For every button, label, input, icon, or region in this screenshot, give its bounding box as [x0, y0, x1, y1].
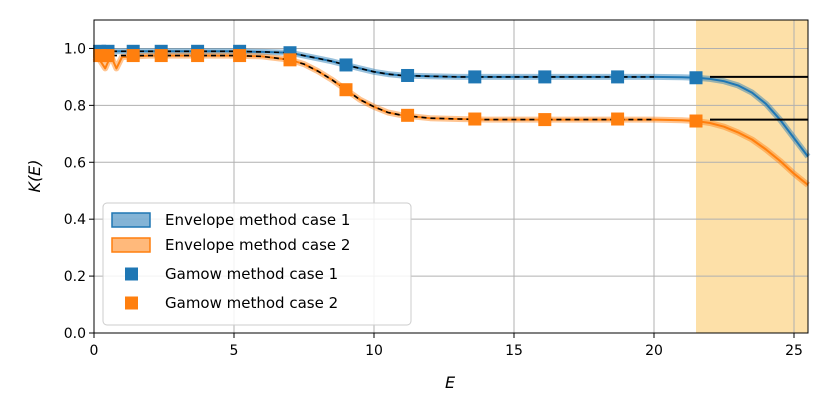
- x-tick-label: 20: [645, 343, 663, 359]
- x-tick-label: 0: [90, 343, 99, 359]
- gamow-marker: [283, 53, 297, 67]
- y-tick-label: 0.2: [64, 269, 86, 285]
- shaded-region-layer: [696, 20, 808, 333]
- x-tick-label: 25: [785, 343, 803, 359]
- gamow-marker: [538, 113, 552, 127]
- gamow-marker: [101, 49, 115, 63]
- gamow-marker: [191, 49, 205, 63]
- gamow-marker: [468, 70, 482, 84]
- x-tick-label: 5: [230, 343, 239, 359]
- gamow-marker: [339, 83, 353, 97]
- gamow-marker: [401, 108, 415, 122]
- gamow-marker: [538, 70, 552, 84]
- y-tick-label: 0.0: [64, 326, 86, 342]
- y-tick-label: 0.8: [64, 98, 86, 114]
- legend-swatch-marker: [125, 267, 138, 281]
- gamow-marker: [401, 68, 415, 82]
- legend-label: Envelope method case 2: [165, 236, 350, 254]
- legend-label: Envelope method case 1: [165, 211, 350, 229]
- legend-label: Gamow method case 2: [165, 294, 338, 312]
- gamow-marker: [611, 70, 625, 84]
- y-axis-label: K(E): [25, 159, 44, 192]
- tick-layer: 0 5 10 15 20 25 0.0 0.2 0.4 0.6 0.8 1.0: [64, 41, 803, 359]
- legend-swatch-band: [111, 237, 151, 253]
- y-tick-label: 1.0: [64, 41, 86, 57]
- gamow-marker: [126, 49, 140, 63]
- legend-swatch-marker: [125, 296, 138, 310]
- x-tick-label: 10: [365, 343, 383, 359]
- y-tick-label: 0.4: [64, 212, 86, 228]
- gamow-marker: [611, 112, 625, 126]
- legend-label: Gamow method case 1: [165, 265, 338, 283]
- x-tick-label: 15: [505, 343, 523, 359]
- shaded-region: [696, 20, 808, 333]
- legend: Envelope method case 1 Envelope method ca…: [102, 202, 412, 326]
- gamow-marker: [339, 58, 353, 72]
- gamow-marker: [233, 49, 247, 63]
- legend-swatch-band: [111, 212, 151, 228]
- plot-frame: [93, 19, 809, 334]
- gamow-marker: [468, 112, 482, 126]
- legend-box: [102, 202, 412, 326]
- x-axis-label: E: [445, 373, 456, 392]
- gamow-marker: [689, 114, 703, 128]
- series-layer: [92, 44, 811, 188]
- y-tick-label: 0.6: [64, 155, 86, 171]
- gamow-marker: [689, 71, 703, 85]
- gamow-marker: [154, 49, 168, 63]
- axes-layer: [93, 19, 809, 334]
